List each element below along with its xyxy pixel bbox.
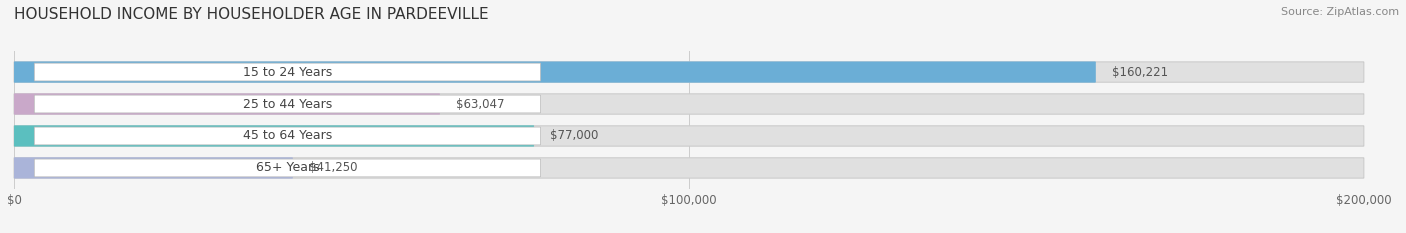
Text: 65+ Years: 65+ Years: [256, 161, 319, 175]
Text: Source: ZipAtlas.com: Source: ZipAtlas.com: [1281, 7, 1399, 17]
FancyBboxPatch shape: [14, 62, 1364, 82]
Text: $160,221: $160,221: [1112, 65, 1167, 79]
FancyBboxPatch shape: [14, 62, 1095, 82]
FancyBboxPatch shape: [34, 159, 540, 177]
FancyBboxPatch shape: [14, 94, 1364, 114]
FancyBboxPatch shape: [14, 158, 292, 178]
Text: $41,250: $41,250: [309, 161, 357, 175]
Text: 25 to 44 Years: 25 to 44 Years: [243, 97, 332, 110]
Text: $77,000: $77,000: [550, 130, 599, 143]
FancyBboxPatch shape: [14, 126, 534, 146]
FancyBboxPatch shape: [34, 127, 540, 145]
Text: HOUSEHOLD INCOME BY HOUSEHOLDER AGE IN PARDEEVILLE: HOUSEHOLD INCOME BY HOUSEHOLDER AGE IN P…: [14, 7, 489, 22]
Text: 45 to 64 Years: 45 to 64 Years: [243, 130, 332, 143]
FancyBboxPatch shape: [14, 158, 1364, 178]
FancyBboxPatch shape: [34, 63, 540, 81]
Text: 15 to 24 Years: 15 to 24 Years: [243, 65, 332, 79]
FancyBboxPatch shape: [34, 95, 540, 113]
FancyBboxPatch shape: [14, 126, 1364, 146]
FancyBboxPatch shape: [14, 94, 440, 114]
Text: $63,047: $63,047: [456, 97, 505, 110]
